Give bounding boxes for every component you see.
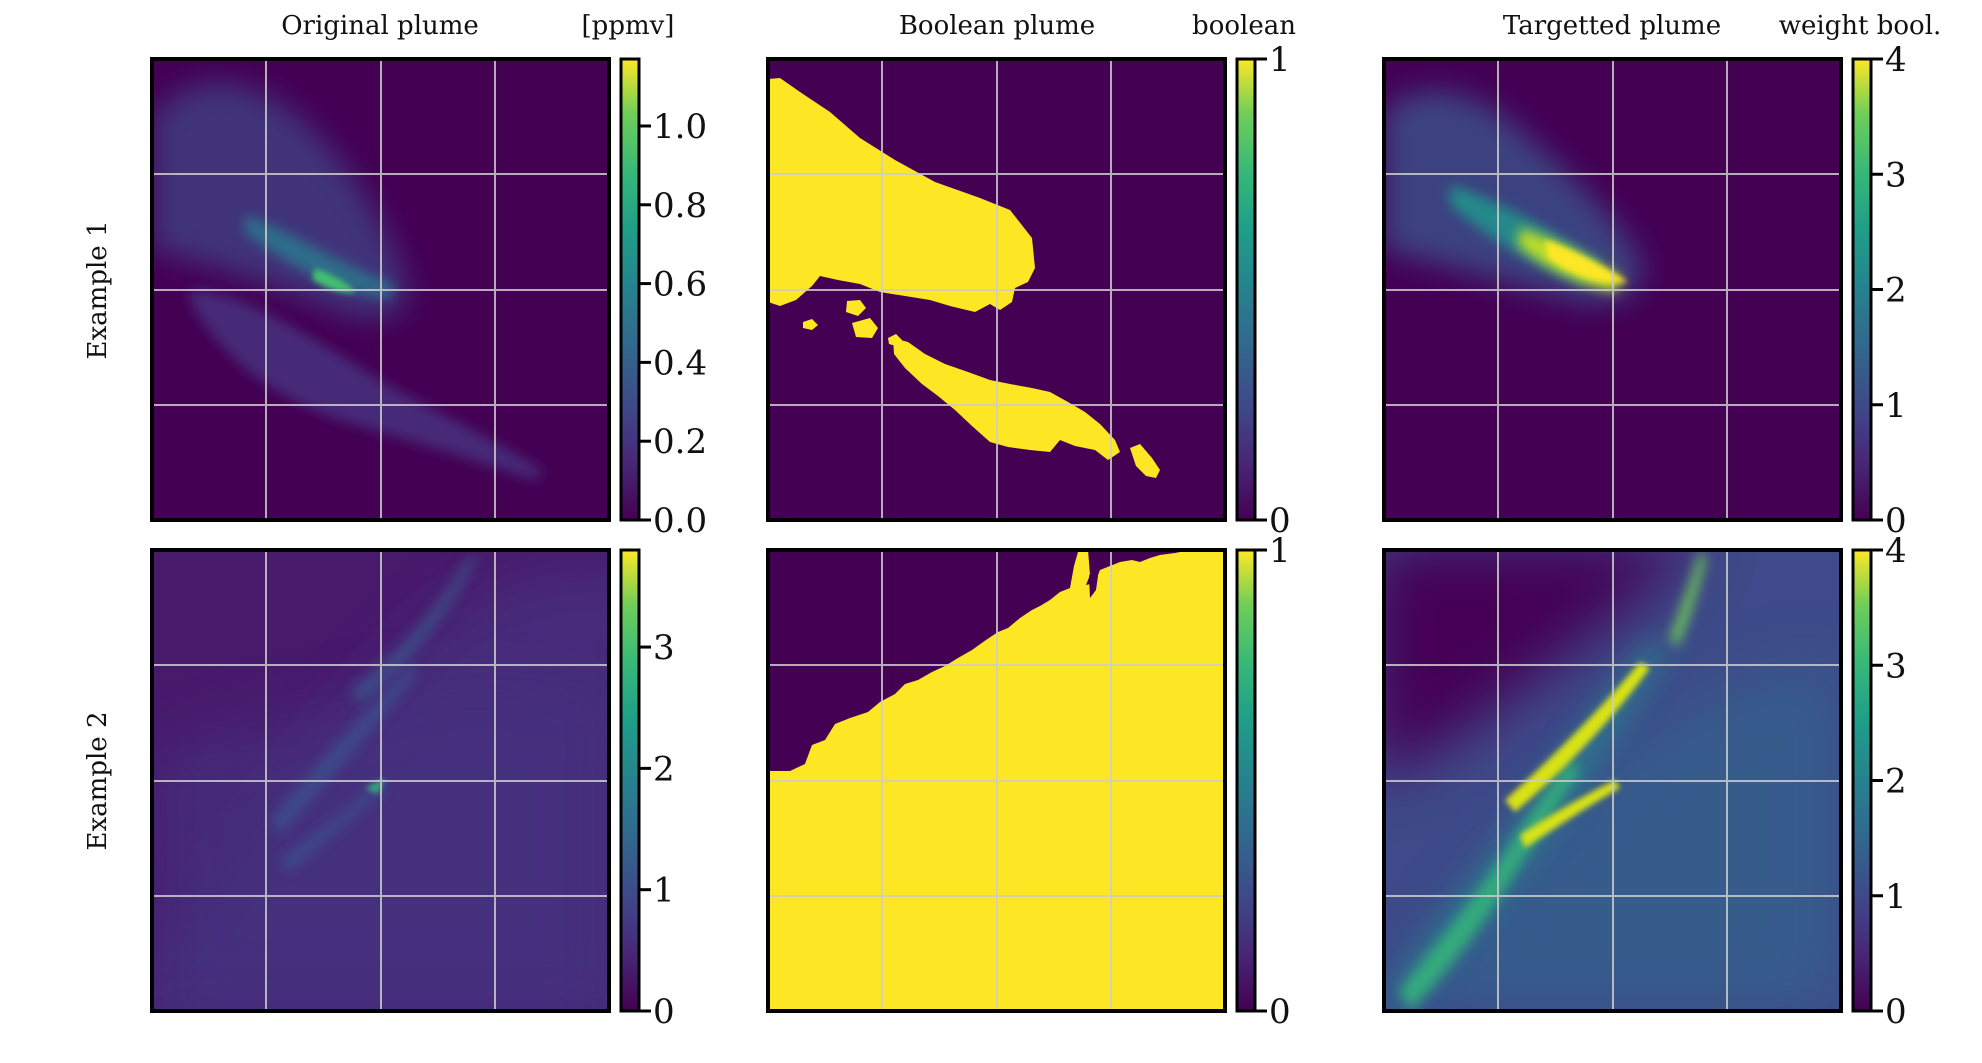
colorbar-tick-label: 1.0 (653, 107, 707, 147)
column-title-targetted: Targetted plume (1503, 11, 1721, 41)
colorbar-tick-label: 0.8 (653, 186, 707, 226)
plume-mask-notch (1089, 566, 1098, 598)
plume-mask (768, 78, 1160, 478)
panel-gridlines (1384, 550, 1841, 1011)
plume-source (312, 268, 356, 293)
colorbar-ticks: 0 1 2 3 (639, 628, 675, 1032)
plume-mask-tip (1130, 444, 1160, 478)
colorbar-tick-label: 0.6 (653, 265, 707, 305)
colorbar-tick-label: 0 (653, 992, 675, 1032)
panel-frame (766, 57, 1227, 522)
plume-upper-streak (1670, 552, 1706, 646)
colorbar-tick-label: 0 (1885, 501, 1907, 541)
colorbar-tick-label: 1 (1885, 386, 1907, 426)
plume-source (1545, 240, 1628, 283)
plume-mask-main (768, 78, 1035, 312)
plume-core-lower (1520, 780, 1620, 848)
panel-example-1-original: 0.0 0.2 0.4 0.6 0.8 1.0 (150, 57, 707, 541)
colorbar-tick-label: 0.2 (653, 422, 707, 462)
panel-gridlines (1384, 59, 1841, 520)
panel-frame (150, 548, 611, 1013)
colorbar-ticks: 0 1 2 3 4 (1871, 40, 1907, 541)
panel-example-1-boolean: 01 (766, 40, 1291, 541)
panel-example-2-original: 0 1 2 3 (150, 548, 675, 1032)
unit-label-original: [ppmv] (582, 11, 675, 41)
plume-green-band (1400, 760, 1580, 1011)
unit-label-targetted: weight bool. (1779, 11, 1942, 41)
plume-mask-blob (852, 318, 878, 338)
colorbar-tick-label: 1 (653, 871, 675, 911)
row-label-example-1: Example 1 (83, 221, 113, 360)
colorbar-tick-label: 0 (1885, 992, 1907, 1032)
panel-gridlines (152, 550, 609, 1011)
panel-gridlines (768, 550, 1225, 1011)
panel-gridlines (768, 59, 1225, 520)
colorbar-tick-label: 4 (1885, 40, 1907, 80)
colorbar-ticks: 01 (1255, 531, 1291, 1032)
colorbar-ticks: 0.0 0.2 0.4 0.6 0.8 1.0 (639, 107, 707, 541)
colorbar-tick-label: 3 (1885, 155, 1907, 195)
colorbar-tick-label: 3 (1885, 646, 1907, 686)
colorbar-tick-label: 2 (1885, 271, 1907, 311)
colorbar-tick-label: 2 (653, 749, 675, 789)
colorbar-tick-label: 1 (1269, 40, 1291, 80)
colorbar (1851, 57, 1873, 522)
panel-example-1-targetted: 0 1 2 3 4 (1382, 40, 1907, 541)
plume-mask-blob (846, 300, 866, 316)
colorbar-tick-label: 3 (653, 628, 675, 668)
colorbar-tick-label: 0.4 (653, 343, 707, 383)
panel-example-2-boolean: 01 (766, 531, 1291, 1032)
plume-core (245, 215, 395, 298)
colorbar (1235, 57, 1257, 522)
unit-label-boolean: boolean (1192, 11, 1296, 41)
plume-mask-blob (803, 319, 818, 330)
column-title-original: Original plume (281, 11, 479, 41)
panel-frame (150, 57, 611, 522)
plume-mask-lower (893, 338, 1120, 460)
colorbar-tick-label: 4 (1885, 531, 1907, 571)
plume-haze (152, 82, 407, 318)
colorbar-tick-label: 0 (1269, 992, 1291, 1032)
colorbar-tick-label: 2 (1885, 762, 1907, 802)
panel-example-2-targetted: 0 1 2 3 4 (1382, 531, 1907, 1032)
row-label-example-2: Example 2 (83, 712, 113, 851)
plume-tail-haze (190, 290, 542, 480)
colorbar-tick-label: 1 (1269, 531, 1291, 571)
panel-frame (766, 548, 1227, 1013)
colorbar (619, 57, 641, 522)
column-title-boolean: Boolean plume (899, 11, 1095, 41)
colorbar-ticks: 01 (1255, 40, 1291, 541)
panel-frame (1382, 57, 1843, 522)
colorbar-tick-label: 0 (1269, 501, 1291, 541)
plume-streak-lower (280, 782, 386, 872)
plume-mask-dot (1024, 654, 1032, 663)
colorbar-tick-label: 1 (1885, 877, 1907, 917)
colorbar-ticks: 0 1 2 3 4 (1871, 531, 1907, 1032)
colorbar (619, 548, 641, 1013)
panel-gridlines (152, 59, 609, 520)
colorbar (1235, 548, 1257, 1013)
plume-field (152, 82, 542, 480)
colorbar (1851, 548, 1873, 1013)
plume-field (1384, 91, 1642, 303)
panel-frame (1382, 548, 1843, 1013)
colorbar-tick-label: 0.0 (653, 501, 707, 541)
